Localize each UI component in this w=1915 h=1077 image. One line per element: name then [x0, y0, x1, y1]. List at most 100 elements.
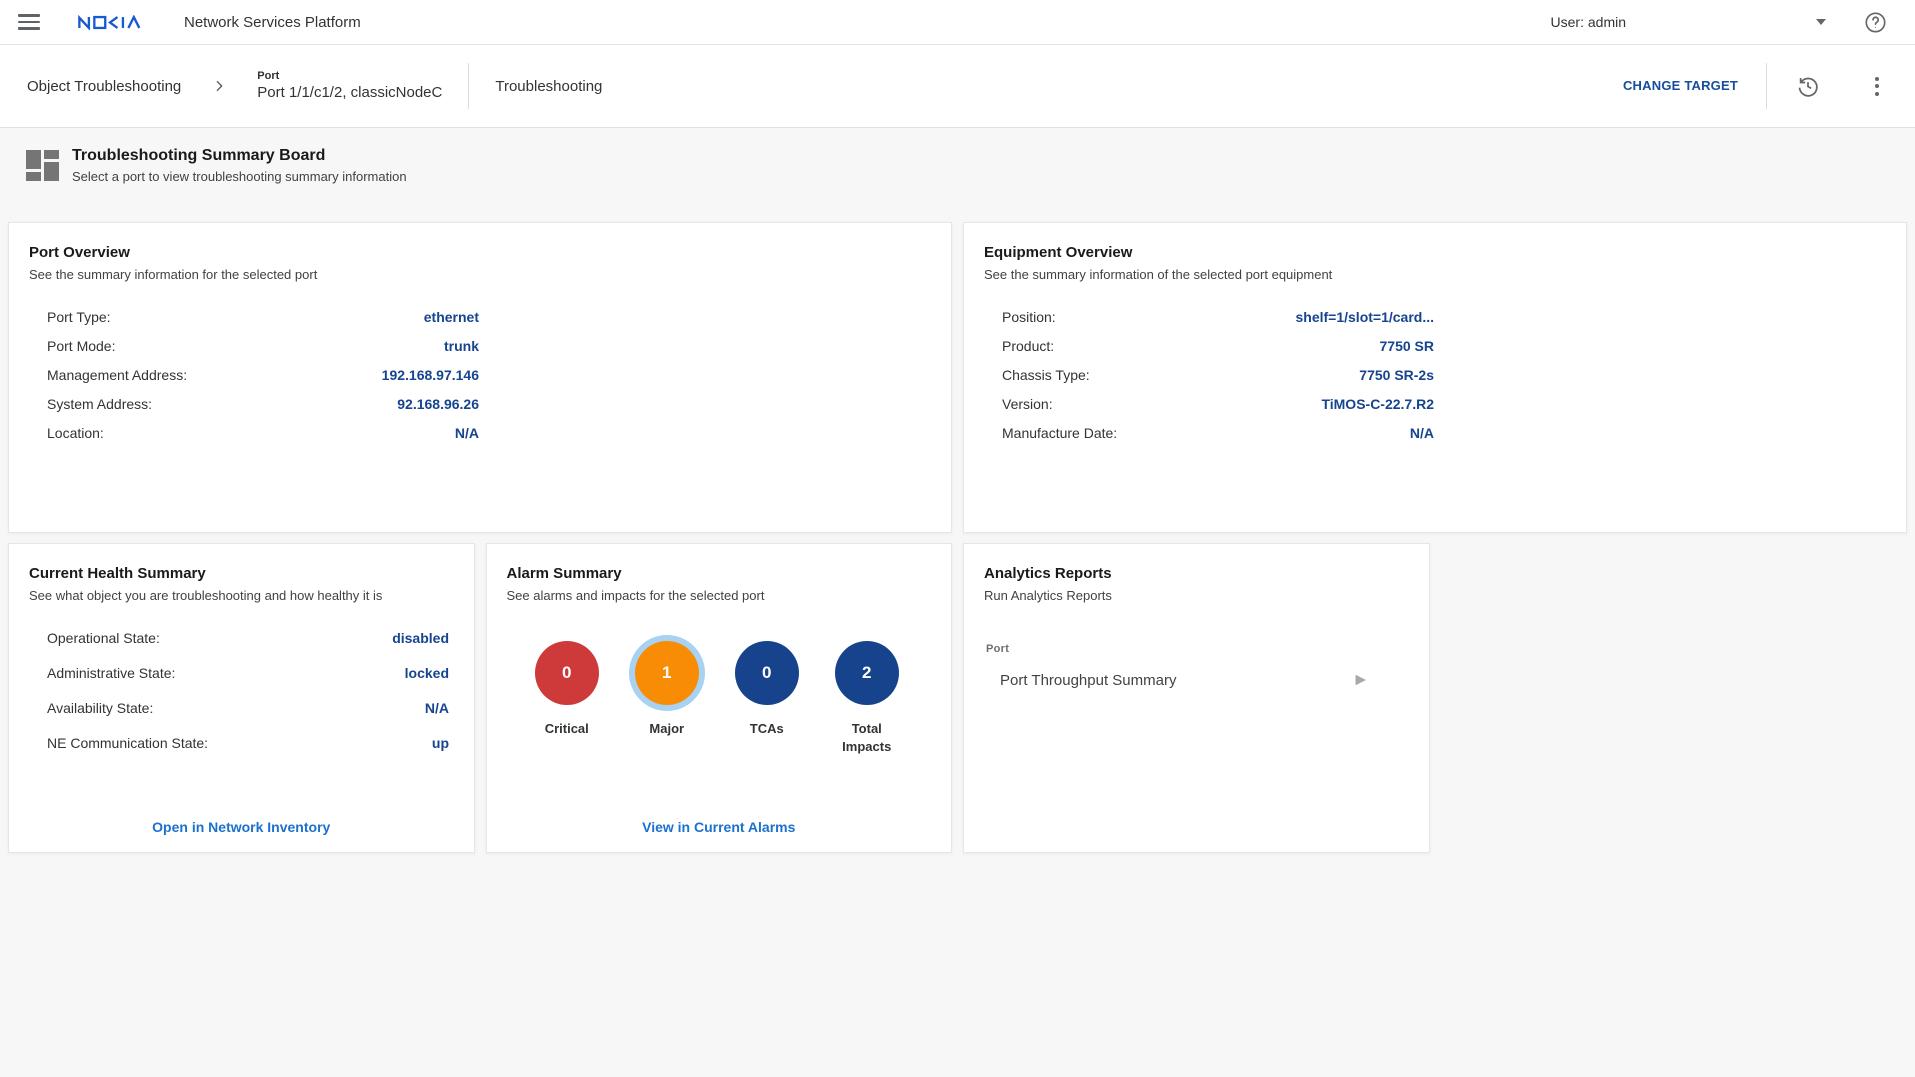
alarm-counters: 0 Critical 1 Major 0 TCAs 2 Total — [507, 641, 928, 755]
field-value: trunk — [444, 338, 479, 354]
card-subtitle: See alarms and impacts for the selected … — [506, 588, 765, 603]
field-label: Port Type: — [47, 309, 111, 325]
page-heading: Troubleshooting Summary Board Select a p… — [0, 128, 1915, 184]
page-subtitle: Select a port to view troubleshooting su… — [72, 169, 407, 184]
field-value: ethernet — [423, 309, 479, 325]
field-system-address: System Address: 92.168.96.26 — [47, 396, 479, 425]
field-label: Location: — [47, 425, 104, 441]
card-title: Port Overview — [29, 244, 130, 261]
field-value: locked — [404, 665, 449, 681]
field-value: 192.168.97.146 — [381, 367, 479, 383]
field-operational-state: Operational State: disabled — [47, 630, 449, 665]
field-value: 7750 SR — [1379, 338, 1434, 354]
tcas-count: 0 — [762, 663, 772, 682]
card-subtitle: See what object you are troubleshooting … — [29, 588, 383, 603]
field-label: Position: — [1002, 309, 1056, 325]
help-icon[interactable] — [1864, 11, 1887, 34]
breadcrumb-chevron-icon — [211, 78, 227, 94]
breadcrumb-target: Port Port 1/1/c1/2, classicNodeC — [257, 70, 442, 103]
dashboard-board-icon — [26, 150, 59, 181]
field-label: Version: — [1002, 396, 1053, 412]
counter-label: Critical — [544, 721, 589, 736]
counter-label: Major — [649, 721, 685, 736]
field-location: Location: N/A — [47, 425, 479, 454]
counter-critical[interactable]: 0 Critical — [534, 641, 599, 755]
view-in-current-alarms-link[interactable]: View in Current Alarms — [642, 819, 796, 835]
tcas-count-badge: 0 — [734, 641, 799, 705]
field-label: Chassis Type: — [1002, 367, 1090, 383]
card-subtitle: See the summary information of the selec… — [984, 267, 1333, 282]
field-label: Operational State: — [47, 630, 160, 646]
breadcrumb-section: Troubleshooting — [495, 77, 603, 95]
field-port-mode: Port Mode: trunk — [47, 338, 479, 367]
field-label: Availability State: — [47, 700, 154, 716]
counter-total-impacts[interactable]: 2 Total Impacts — [834, 641, 899, 755]
card-subtitle: Run Analytics Reports — [984, 588, 1112, 603]
report-name: Port Throughput Summary — [1000, 671, 1177, 689]
target-kind-label: Port — [257, 69, 280, 82]
change-target-button[interactable]: CHANGE TARGET — [1623, 78, 1738, 94]
counter-label: Total Impacts — [842, 721, 892, 754]
field-value: shelf=1/slot=1/card... — [1295, 309, 1434, 325]
field-value: N/A — [454, 425, 479, 441]
card-port-overview: Port Overview See the summary informatio… — [8, 222, 952, 533]
field-value: 7750 SR-2s — [1359, 367, 1434, 383]
field-label: Administrative State: — [47, 665, 176, 681]
health-fields: Operational State: disabled Administrati… — [47, 630, 449, 770]
target-breadcrumb-bar: Object Troubleshooting Port Port 1/1/c1/… — [0, 45, 1915, 128]
card-title: Current Health Summary — [29, 565, 206, 582]
field-version: Version: TiMOS-C-22.7.R2 — [1002, 396, 1434, 425]
card-alarm-summary: Alarm Summary See alarms and impacts for… — [485, 543, 952, 853]
major-count-badge-selected: 1 — [634, 641, 699, 705]
field-port-type: Port Type: ethernet — [47, 309, 479, 338]
card-equipment-overview: Equipment Overview See the summary infor… — [963, 222, 1907, 533]
nokia-logo — [78, 14, 142, 30]
user-menu-chevron-down-icon[interactable] — [1816, 19, 1826, 25]
card-title: Analytics Reports — [984, 565, 1112, 582]
field-availability-state: Availability State: N/A — [47, 700, 449, 735]
field-value: TiMOS-C-22.7.R2 — [1321, 396, 1434, 412]
top-app-bar: Network Services Platform User: admin — [0, 0, 1915, 45]
critical-count-badge: 0 — [534, 641, 599, 705]
total-impacts-count: 2 — [862, 663, 872, 682]
history-icon[interactable] — [1795, 73, 1821, 99]
field-chassis-type: Chassis Type: 7750 SR-2s — [1002, 367, 1434, 396]
open-in-network-inventory-link[interactable]: Open in Network Inventory — [152, 819, 331, 835]
field-label: Port Mode: — [47, 338, 116, 354]
field-label: Management Address: — [47, 367, 188, 383]
more-options-kebab-icon[interactable] — [1869, 75, 1885, 98]
report-group-label: Port — [986, 643, 1010, 655]
counter-tcas[interactable]: 0 TCAs — [734, 641, 799, 755]
card-subtitle: See the summary information for the sele… — [29, 267, 318, 282]
toolbar-divider — [1766, 63, 1767, 109]
change-target-label: CHANGE TARGET — [1622, 77, 1738, 93]
target-name-label: Port 1/1/c1/2, classicNodeC — [257, 83, 443, 101]
field-ne-communication-state: NE Communication State: up — [47, 735, 449, 770]
page-title: Troubleshooting Summary Board — [72, 147, 326, 164]
hamburger-menu-icon[interactable] — [18, 14, 40, 30]
field-value: 92.168.96.26 — [397, 396, 479, 412]
user-menu-label[interactable]: User: admin — [1550, 14, 1626, 30]
counter-label: TCAs — [749, 721, 784, 736]
app-title: Network Services Platform — [184, 13, 361, 31]
equipment-overview-fields: Position: shelf=1/slot=1/card... Product… — [1002, 309, 1434, 454]
field-label: Manufacture Date: — [1002, 425, 1118, 441]
counter-major[interactable]: 1 Major — [634, 641, 699, 755]
critical-count: 0 — [562, 663, 572, 682]
breadcrumb-divider — [468, 63, 470, 109]
field-manufacture-date: Manufacture Date: N/A — [1002, 425, 1434, 454]
field-value: disabled — [392, 630, 449, 646]
field-product: Product: 7750 SR — [1002, 338, 1434, 367]
port-overview-fields: Port Type: ethernet Port Mode: trunk Man… — [47, 309, 479, 454]
breadcrumb-root[interactable]: Object Troubleshooting — [27, 77, 182, 95]
major-count: 1 — [662, 663, 672, 682]
run-report-play-icon[interactable] — [1351, 671, 1369, 689]
card-title: Alarm Summary — [506, 565, 622, 582]
card-title: Equipment Overview — [984, 244, 1133, 261]
card-analytics-reports: Analytics Reports Run Analytics Reports … — [963, 543, 1430, 853]
total-impacts-count-badge: 2 — [834, 641, 899, 705]
report-row-port-throughput-summary[interactable]: Port Throughput Summary — [984, 665, 1405, 695]
field-label: System Address: — [47, 396, 153, 412]
field-position: Position: shelf=1/slot=1/card... — [1002, 309, 1434, 338]
field-label: NE Communication State: — [47, 735, 209, 751]
